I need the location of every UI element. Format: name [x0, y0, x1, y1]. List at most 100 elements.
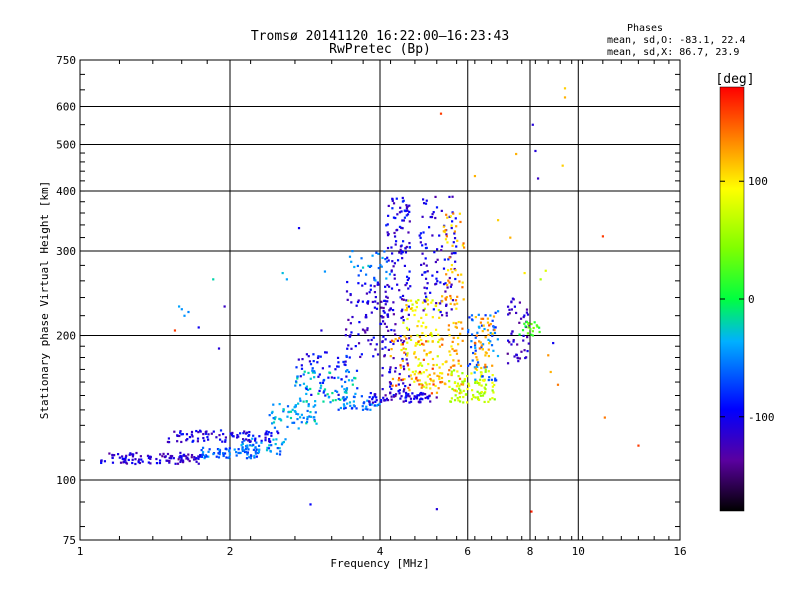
- data-point: [108, 452, 111, 455]
- data-point: [224, 447, 228, 450]
- data-point: [522, 339, 525, 342]
- data-point: [282, 410, 285, 413]
- data-point: [563, 96, 567, 99]
- data-point: [255, 448, 258, 451]
- data-point: [166, 452, 170, 456]
- data-point: [385, 224, 388, 227]
- data-point: [309, 415, 313, 418]
- data-point: [381, 320, 385, 323]
- data-point: [281, 441, 284, 444]
- data-point: [411, 303, 414, 306]
- data-point: [246, 444, 249, 447]
- data-point: [512, 340, 515, 343]
- data-point: [334, 399, 337, 402]
- data-point: [240, 444, 243, 447]
- data-point: [391, 308, 395, 312]
- data-point: [524, 325, 527, 328]
- data-point: [471, 359, 474, 362]
- data-point: [400, 298, 404, 301]
- data-point: [526, 349, 529, 353]
- data-point: [423, 286, 426, 289]
- data-point: [484, 383, 488, 386]
- data-point: [279, 450, 282, 453]
- data-point: [197, 431, 200, 434]
- data-point: [422, 385, 425, 388]
- data-point: [393, 235, 397, 238]
- data-point: [131, 455, 135, 458]
- data-point: [408, 337, 411, 340]
- data-point: [346, 402, 349, 405]
- data-point: [405, 337, 408, 340]
- data-point: [518, 301, 521, 304]
- data-point: [345, 328, 348, 331]
- data-point: [224, 436, 228, 439]
- axis-ticks: [80, 60, 680, 540]
- data-point: [449, 302, 452, 305]
- x-tick-label: 16: [673, 545, 686, 558]
- data-point: [488, 342, 491, 345]
- data-point: [453, 267, 456, 271]
- data-point: [443, 258, 446, 261]
- data-point: [418, 398, 422, 401]
- data-point: [452, 389, 456, 392]
- data-point: [357, 299, 360, 302]
- data-point: [176, 434, 179, 437]
- data-point: [478, 381, 481, 385]
- data-point: [484, 388, 487, 391]
- data-point: [180, 433, 183, 436]
- data-point: [201, 453, 204, 456]
- data-point: [217, 347, 221, 350]
- data-point: [496, 310, 500, 313]
- data-point: [445, 314, 448, 317]
- data-point: [177, 305, 181, 308]
- data-point: [450, 224, 453, 227]
- data-point: [309, 363, 313, 366]
- data-point: [355, 304, 358, 307]
- data-point: [237, 451, 240, 455]
- data-point: [201, 451, 205, 454]
- data-point: [192, 458, 196, 461]
- data-point: [436, 355, 439, 358]
- data-point: [490, 378, 493, 381]
- data-point: [398, 372, 401, 376]
- data-point: [430, 215, 434, 219]
- data-point: [391, 207, 394, 210]
- data-point: [308, 360, 312, 363]
- data-point: [300, 367, 304, 370]
- data-point: [388, 371, 391, 374]
- data-point: [523, 314, 526, 317]
- data-point: [410, 306, 414, 310]
- data-point: [494, 377, 497, 380]
- data-point: [228, 455, 231, 458]
- data-point: [507, 313, 510, 316]
- data-point: [230, 433, 234, 437]
- data-point: [486, 317, 489, 320]
- data-point: [476, 361, 480, 364]
- data-point: [139, 455, 142, 458]
- data-point: [414, 377, 418, 381]
- data-point: [298, 397, 302, 400]
- data-point: [523, 322, 526, 325]
- data-point: [451, 347, 454, 351]
- data-point: [402, 367, 406, 371]
- x-axis-label: Frequency [MHz]: [330, 557, 429, 570]
- data-point: [405, 306, 409, 310]
- data-point: [197, 462, 200, 465]
- data-point: [417, 400, 420, 403]
- data-point: [376, 283, 379, 286]
- data-point: [477, 398, 481, 402]
- data-point: [452, 336, 455, 340]
- data-point: [520, 350, 523, 353]
- data-point: [281, 271, 284, 275]
- data-point: [162, 452, 165, 455]
- data-point: [442, 267, 446, 270]
- data-point: [187, 310, 190, 314]
- data-point: [286, 415, 289, 418]
- data-point: [306, 416, 309, 419]
- data-point: [515, 353, 518, 356]
- data-point: [347, 379, 351, 382]
- data-point: [253, 454, 256, 458]
- data-point: [197, 455, 200, 458]
- data-point: [407, 313, 410, 316]
- data-point: [429, 387, 432, 390]
